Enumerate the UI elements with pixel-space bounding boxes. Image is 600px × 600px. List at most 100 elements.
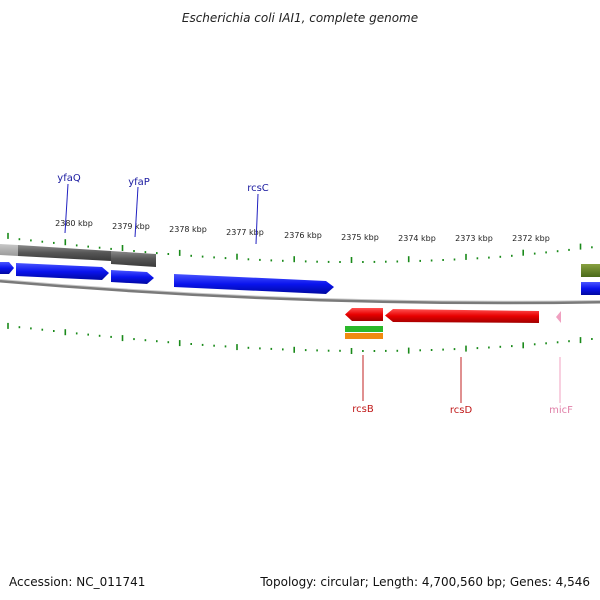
scale-tick xyxy=(213,256,215,259)
forward-gene-partial-left[interactable] xyxy=(0,262,14,274)
reverse-gene-rcsB[interactable] xyxy=(345,308,383,321)
scale-tick xyxy=(442,259,444,261)
scale-tick xyxy=(350,257,353,263)
scale-tick xyxy=(201,343,204,346)
scale-tick xyxy=(224,345,227,348)
scale-tick xyxy=(556,250,559,253)
genome-backbone-highlight xyxy=(0,279,600,302)
scale-tick xyxy=(98,246,101,249)
scale-tick xyxy=(453,348,456,351)
scale-tick xyxy=(327,260,330,263)
scale-tick xyxy=(259,347,261,350)
forward-gene-right-edge[interactable] xyxy=(581,282,600,295)
scale-tick xyxy=(259,258,261,261)
feature-olive-right[interactable] xyxy=(581,264,600,277)
scale-tick xyxy=(41,240,44,243)
reverse-gene-rcsD[interactable] xyxy=(385,309,539,323)
scale-tick xyxy=(190,254,192,257)
scale-tick xyxy=(316,349,318,352)
forward-gene-rcsC[interactable] xyxy=(174,274,334,294)
feature-band-light[interactable] xyxy=(0,244,18,256)
scale-tick xyxy=(293,346,295,353)
scale-tick xyxy=(270,259,273,262)
scale-tick xyxy=(236,344,238,351)
scale-tick xyxy=(167,341,170,344)
gene-label-rcsC[interactable]: rcsC xyxy=(247,183,269,194)
scale-tick xyxy=(41,328,44,331)
scale-tick xyxy=(488,346,490,349)
scale-label-2372: 2372 kbp xyxy=(512,234,550,243)
scale-tick xyxy=(499,255,502,258)
scale-tick xyxy=(373,350,376,352)
scale-tick xyxy=(304,260,307,263)
scale-tick xyxy=(64,239,67,246)
scale-tick xyxy=(98,334,101,337)
feature-bar-green[interactable] xyxy=(345,326,383,332)
scale-label-2377: 2377 kbp xyxy=(226,228,264,237)
scale-tick xyxy=(499,345,502,348)
accession-label: Accession: NC_011741 xyxy=(9,575,146,589)
scale-label-2373: 2373 kbp xyxy=(455,234,493,243)
scale-label-2376: 2376 kbp xyxy=(284,231,322,240)
scale-tick xyxy=(110,335,112,338)
forward-gene-yfaP[interactable] xyxy=(111,270,154,284)
scale-tick xyxy=(190,343,192,345)
scale-tick xyxy=(533,343,536,346)
scale-tick xyxy=(407,256,410,263)
scale-tick xyxy=(201,255,204,258)
scale-tick xyxy=(339,349,341,352)
gene-label-micF[interactable]: micF xyxy=(549,405,573,416)
gene-label-yfaP[interactable]: yfaP xyxy=(128,177,150,188)
scale-tick xyxy=(282,348,284,351)
scale-tick xyxy=(476,347,479,350)
scale-tick xyxy=(144,251,147,254)
feature-bar-orange[interactable] xyxy=(345,333,383,339)
scale-label-2378: 2378 kbp xyxy=(169,225,207,234)
scale-tick xyxy=(522,249,524,256)
scale-tick xyxy=(511,254,513,257)
scale-tick xyxy=(247,258,250,261)
scale-label-2379: 2379 kbp xyxy=(112,222,150,231)
scale-tick xyxy=(30,239,32,242)
feature-band-dark[interactable] xyxy=(18,245,111,261)
gene-label-rcsB[interactable]: rcsB xyxy=(352,404,374,415)
scale-tick xyxy=(7,322,9,329)
scale-tick xyxy=(224,257,227,260)
map-title: Escherichia coli IAI1, complete genome xyxy=(181,11,419,25)
scale-tick xyxy=(18,238,21,241)
scale-tick xyxy=(339,261,341,263)
scale-tick xyxy=(568,340,570,343)
gene-label-yfaQ[interactable]: yfaQ xyxy=(57,173,81,184)
scale-label-2375: 2375 kbp xyxy=(341,233,379,242)
scale-tick xyxy=(282,259,284,262)
gene-label-rcsD[interactable]: rcsD xyxy=(450,405,473,416)
leader-yfaQ xyxy=(64,183,69,234)
scale-label-2374: 2374 kbp xyxy=(398,234,436,243)
scale-tick xyxy=(87,333,89,336)
rna-gene-micF[interactable] xyxy=(556,311,561,323)
forward-gene-yfaQ[interactable] xyxy=(16,263,109,280)
genome-summary: Topology: circular; Length: 4,700,560 bp… xyxy=(260,575,590,589)
scale-tick xyxy=(144,339,147,342)
scale-tick xyxy=(178,249,181,256)
scale-tick xyxy=(533,252,536,255)
scale-tick xyxy=(167,253,170,255)
scale-tick xyxy=(407,347,410,354)
scale-tick xyxy=(511,345,513,348)
scale-tick xyxy=(396,260,399,263)
scale-ticks-forward xyxy=(7,232,593,263)
scale-tick xyxy=(7,232,9,239)
scale-tick xyxy=(156,340,158,343)
scale-tick xyxy=(419,349,421,352)
scale-tick xyxy=(236,253,238,260)
scale-tick xyxy=(545,251,547,254)
scale-tick xyxy=(270,347,273,350)
scale-tick xyxy=(591,338,593,340)
scale-tick xyxy=(465,345,467,352)
scale-tick xyxy=(362,261,364,263)
feature-band-dark-2[interactable] xyxy=(111,251,156,267)
scale-tick xyxy=(362,350,364,352)
scale-labels: 2380 kbp 2379 kbp 2378 kbp 2377 kbp 2376… xyxy=(55,219,550,243)
scale-tick xyxy=(18,326,21,329)
